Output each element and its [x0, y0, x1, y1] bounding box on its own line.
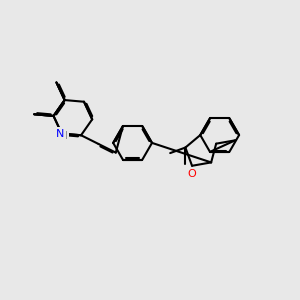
Text: N: N [56, 128, 65, 139]
Text: O: O [188, 169, 197, 179]
Text: Cl: Cl [58, 131, 68, 141]
